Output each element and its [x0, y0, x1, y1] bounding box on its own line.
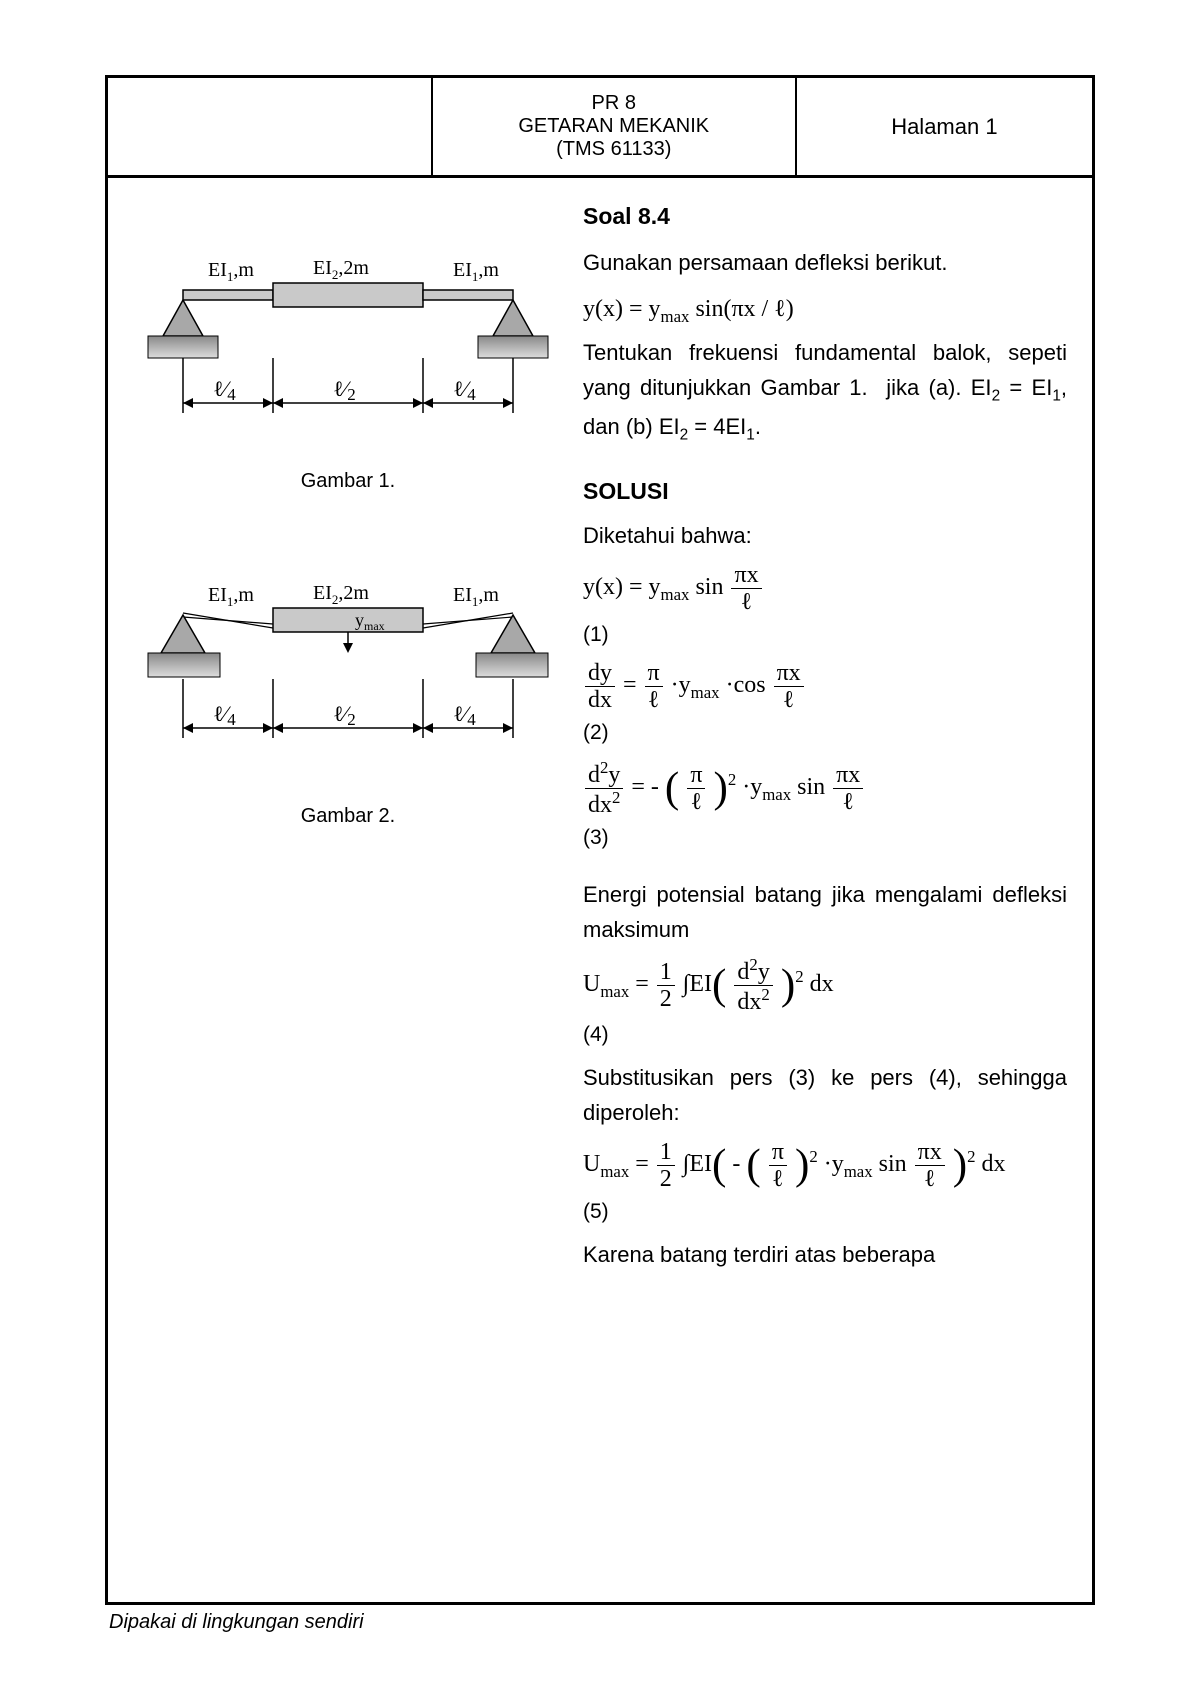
svg-text:ℓ⁄4: ℓ⁄4 [453, 701, 476, 729]
eq-deflection: y(x) = ymax sin(πx / ℓ) [583, 290, 1067, 331]
svg-text:EI2,2m: EI2,2m [313, 582, 369, 607]
eqnum-5: (5) [583, 1195, 1067, 1229]
header-cell-title: PR 8 GETARAN MEKANIK (TMS 61133) [433, 78, 797, 175]
svg-text:EI1,m: EI1,m [453, 584, 499, 609]
header-line1: PR 8 [592, 92, 636, 115]
svg-text:ℓ⁄4: ℓ⁄4 [453, 376, 476, 404]
eq-dy: dydx = πℓ ·ymax ·cos πxℓ [583, 661, 1067, 712]
eq-Umax2: Umax = 12 ∫EI( - ( πℓ )2 ·ymax sin πxℓ )… [583, 1140, 1067, 1191]
problem-title: Soal 8.4 [583, 198, 1067, 235]
solution-known: Diketahui bahwa: [583, 518, 1067, 553]
svg-text:EI1,m: EI1,m [453, 259, 499, 284]
content: EI1,m EI2,2m EI1,m ℓ⁄4 ℓ⁄2 ℓ⁄4 [108, 178, 1092, 1602]
svg-text:EI1,m: EI1,m [208, 259, 254, 284]
problem-body: Tentukan frekuensi fundamental balok, se… [583, 335, 1067, 448]
header: PR 8 GETARAN MEKANIK (TMS 61133) Halaman… [108, 78, 1092, 178]
header-line3: (TMS 61133) [556, 138, 671, 161]
svg-text:EI1,m: EI1,m [208, 584, 254, 609]
figure-2-caption: Gambar 2. [133, 805, 563, 828]
left-column: EI1,m EI2,2m EI1,m ℓ⁄4 ℓ⁄2 ℓ⁄4 [133, 198, 563, 1582]
header-line2: GETARAN MEKANIK [518, 115, 709, 138]
eqnum-3: (3) [583, 821, 1067, 855]
energy-para: Energi potensial batang jika mengalami d… [583, 877, 1067, 947]
footer-text: Dipakai di lingkungan sendiri [109, 1611, 1095, 1634]
svg-text:ℓ⁄2: ℓ⁄2 [333, 701, 356, 729]
svg-text:ℓ⁄4: ℓ⁄4 [213, 701, 236, 729]
eqnum-4: (4) [583, 1018, 1067, 1052]
eqnum-1: (1) [583, 618, 1067, 652]
page-frame: PR 8 GETARAN MEKANIK (TMS 61133) Halaman… [105, 75, 1095, 1605]
eq-Umax: Umax = 12 ∫EI( d2ydx2 )2 dx [583, 957, 1067, 1014]
svg-text:ℓ⁄2: ℓ⁄2 [333, 376, 356, 404]
figure-2: ymax EI1,m EI2,2m EI1,m [133, 553, 563, 793]
svg-text:EI2,2m: EI2,2m [313, 257, 369, 282]
trailing-para: Karena batang terdiri atas beberapa [583, 1237, 1067, 1272]
subst-para: Substitusikan pers (3) ke pers (4), sehi… [583, 1060, 1067, 1130]
header-cell-page: Halaman 1 [797, 78, 1092, 175]
solution-title: SOLUSI [583, 473, 1067, 510]
eq-y: y(x) = ymax sin πxℓ [583, 563, 1067, 614]
eqnum-2: (2) [583, 716, 1067, 750]
svg-text:ℓ⁄4: ℓ⁄4 [213, 376, 236, 404]
figure-1: EI1,m EI2,2m EI1,m ℓ⁄4 ℓ⁄2 ℓ⁄4 [133, 228, 563, 458]
figure-1-caption: Gambar 1. [133, 470, 563, 493]
problem-intro: Gunakan persamaan defleksi berikut. [583, 245, 1067, 280]
right-column: Soal 8.4 Gunakan persamaan defleksi beri… [583, 198, 1067, 1582]
eq-d2y: d2ydx2 = - ( πℓ )2 ·ymax sin πxℓ [583, 760, 1067, 817]
page-number: Halaman 1 [891, 114, 997, 140]
header-cell-empty [108, 78, 433, 175]
